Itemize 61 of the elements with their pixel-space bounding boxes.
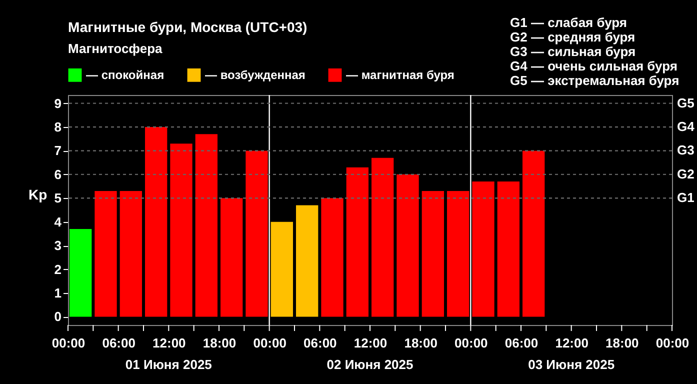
bar <box>120 191 142 317</box>
y-tick-label: 2 <box>54 262 62 277</box>
y-tick-label: 0 <box>54 309 62 324</box>
x-tick-label: 12:00 <box>354 336 388 350</box>
x-tick-label: 06:00 <box>304 336 337 350</box>
x-tick-label: 12:00 <box>152 336 186 350</box>
x-tick-label: 18:00 <box>202 336 236 350</box>
legend-label: — магнитная буря <box>346 68 454 82</box>
y-tick-label: 8 <box>54 120 62 135</box>
bar <box>145 127 168 317</box>
text: G5 — экстремальная буря <box>510 73 680 88</box>
ref-line-label: G2 <box>677 166 694 182</box>
bar <box>321 198 344 317</box>
ref-line-label: G5 <box>677 95 694 110</box>
chart-title: Магнитные бури, Москва (UTC+03) <box>68 19 308 35</box>
bar <box>170 144 192 317</box>
bar <box>447 191 470 317</box>
bar <box>195 134 218 317</box>
y-axis-title: Kp <box>28 186 48 202</box>
bar <box>270 222 293 317</box>
bar <box>296 205 318 317</box>
x-tick-label: 00:00 <box>52 336 86 350</box>
legend-label: — спокойная <box>86 68 164 82</box>
text: G2 — средняя буря <box>510 30 636 44</box>
y-tick-label: 1 <box>54 285 62 300</box>
x-tick-label: 06:00 <box>102 336 136 350</box>
y-tick-label: 7 <box>54 143 62 158</box>
x-tick-label: 00:00 <box>253 336 286 350</box>
y-tick-label: 9 <box>54 96 62 111</box>
text: 01 Июня 2025 <box>125 357 212 372</box>
text: 02 Июня 2025 <box>326 357 414 372</box>
bar <box>372 158 394 317</box>
bar <box>497 182 520 317</box>
bar <box>220 198 243 317</box>
x-tick-label: 18:00 <box>606 336 639 350</box>
bar <box>522 150 545 317</box>
y-tick-label: 6 <box>54 166 62 182</box>
bar <box>396 174 419 317</box>
bar <box>246 150 268 317</box>
x-tick-label: 00:00 <box>656 336 690 350</box>
x-tick-label: 00:00 <box>454 336 488 350</box>
legend-title: Магнитосфера <box>68 41 164 56</box>
x-tick-label: 18:00 <box>404 336 438 350</box>
text: 03 Июня 2025 <box>528 357 615 372</box>
bar <box>346 167 368 317</box>
text: G3 — сильная буря <box>510 44 636 59</box>
bar <box>422 191 444 317</box>
y-tick-label: 4 <box>54 214 62 230</box>
y-tick-label: 3 <box>54 238 62 254</box>
ref-line-label: G4 <box>677 119 696 134</box>
bar <box>472 182 494 317</box>
bar <box>94 191 117 317</box>
text: G4 — очень сильная буря <box>510 58 678 74</box>
x-tick-label: 12:00 <box>555 336 588 350</box>
legend-label: — возбужденная <box>205 68 306 82</box>
text: G1 — слабая буря <box>510 15 628 30</box>
y-tick-label: 5 <box>54 190 62 206</box>
ref-line-label: G1 <box>677 190 694 206</box>
bar <box>70 228 92 317</box>
x-tick-label: 06:00 <box>504 336 538 350</box>
ref-line-label: G3 <box>677 142 694 158</box>
